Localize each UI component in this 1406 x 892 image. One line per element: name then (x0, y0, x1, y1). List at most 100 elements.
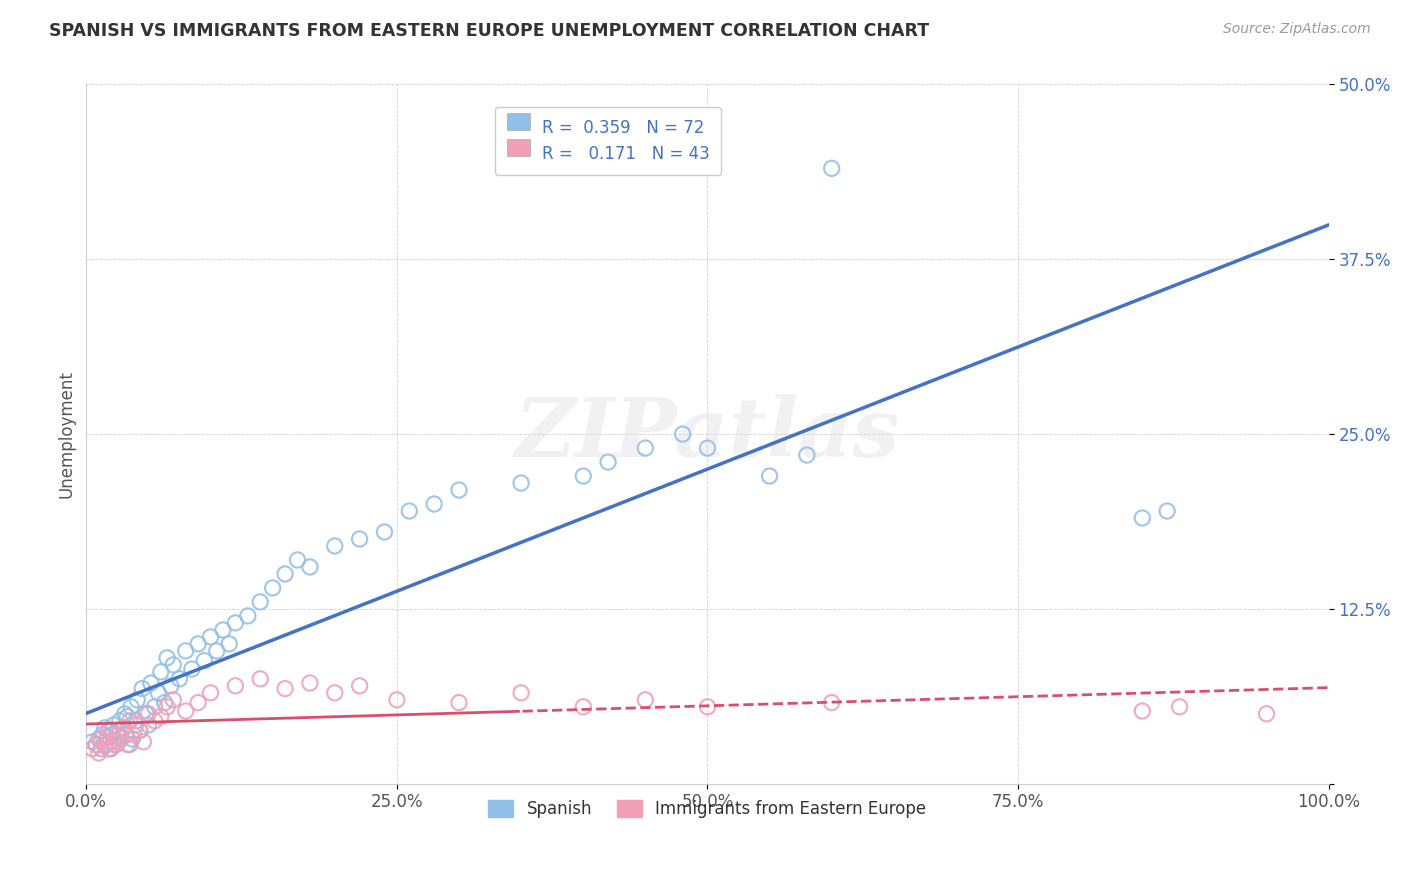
Point (97, 741, 120, 756)
Point (696, 441, 718, 455)
Point (156, 699, 179, 714)
Point (115, 728, 138, 742)
Point (128, 723, 150, 738)
Point (149, 665, 172, 679)
Point (121, 731, 143, 746)
Point (249, 595, 271, 609)
Point (91, 728, 114, 742)
Point (298, 676, 321, 690)
Point (128, 723, 150, 738)
Point (112, 721, 135, 735)
Point (122, 728, 145, 742)
Point (84, 738, 107, 752)
Point (153, 696, 176, 710)
Point (132, 735, 155, 749)
Point (1130, 511, 1153, 525)
Point (110, 731, 132, 746)
Point (135, 706, 157, 721)
Point (125, 718, 148, 732)
Point (101, 728, 124, 742)
Point (1168, 699, 1191, 714)
Point (114, 706, 136, 721)
Point (97, 723, 120, 738)
Point (112, 721, 135, 735)
Point (193, 654, 215, 668)
Point (423, 497, 446, 511)
Point (349, 679, 371, 693)
Point (200, 686, 222, 700)
Point (148, 686, 170, 700)
Point (510, 686, 533, 700)
Point (1256, 706, 1278, 721)
Point (224, 615, 246, 630)
Point (572, 699, 595, 714)
Point (94, 739, 117, 753)
Point (821, 696, 844, 710)
Point (131, 681, 153, 696)
Point (187, 637, 209, 651)
Point (274, 681, 297, 696)
Point (447, 483, 470, 497)
Point (169, 672, 191, 686)
Point (149, 709, 172, 723)
Point (634, 441, 657, 455)
Point (174, 704, 197, 718)
Point (236, 608, 259, 623)
Point (398, 504, 420, 518)
Point (117, 709, 139, 723)
Point (821, 161, 844, 176)
Point (104, 738, 127, 752)
Point (373, 524, 395, 539)
Point (105, 723, 128, 738)
Point (117, 738, 139, 752)
Point (90, 741, 112, 756)
Point (107, 728, 129, 742)
Point (174, 644, 197, 658)
Point (796, 448, 818, 462)
Point (162, 693, 184, 707)
Point (156, 651, 179, 665)
Point (96, 731, 118, 745)
Point (323, 686, 346, 700)
Point (82, 735, 104, 749)
Point (139, 676, 162, 690)
Point (138, 706, 160, 721)
Point (162, 657, 184, 672)
Point (143, 714, 166, 728)
Point (572, 469, 595, 483)
Point (218, 637, 240, 651)
Point (90, 731, 112, 746)
Point (159, 679, 181, 693)
Point (87, 731, 110, 746)
Point (180, 662, 202, 676)
Point (96, 731, 118, 745)
Point (120, 699, 142, 714)
Point (105, 738, 128, 752)
Point (205, 644, 228, 658)
Point (212, 623, 235, 637)
Point (100, 723, 122, 738)
Point (1156, 504, 1178, 518)
Point (94, 721, 117, 735)
Point (107, 735, 129, 749)
Point (510, 476, 533, 491)
Point (82, 741, 104, 756)
Legend: Spanish, Immigrants from Eastern Europe: Spanish, Immigrants from Eastern Europe (482, 793, 934, 824)
Point (84, 738, 107, 752)
Point (98, 735, 121, 749)
Point (94, 738, 117, 752)
Point (118, 714, 141, 728)
Point (125, 714, 148, 728)
Point (108, 714, 131, 728)
Point (323, 539, 346, 553)
Point (138, 718, 160, 732)
Point (224, 679, 246, 693)
Point (349, 532, 371, 546)
Point (262, 581, 284, 595)
Point (447, 696, 470, 710)
Point (385, 693, 408, 707)
Point (249, 672, 271, 686)
Point (758, 469, 780, 483)
Point (110, 731, 132, 745)
Point (200, 630, 222, 644)
